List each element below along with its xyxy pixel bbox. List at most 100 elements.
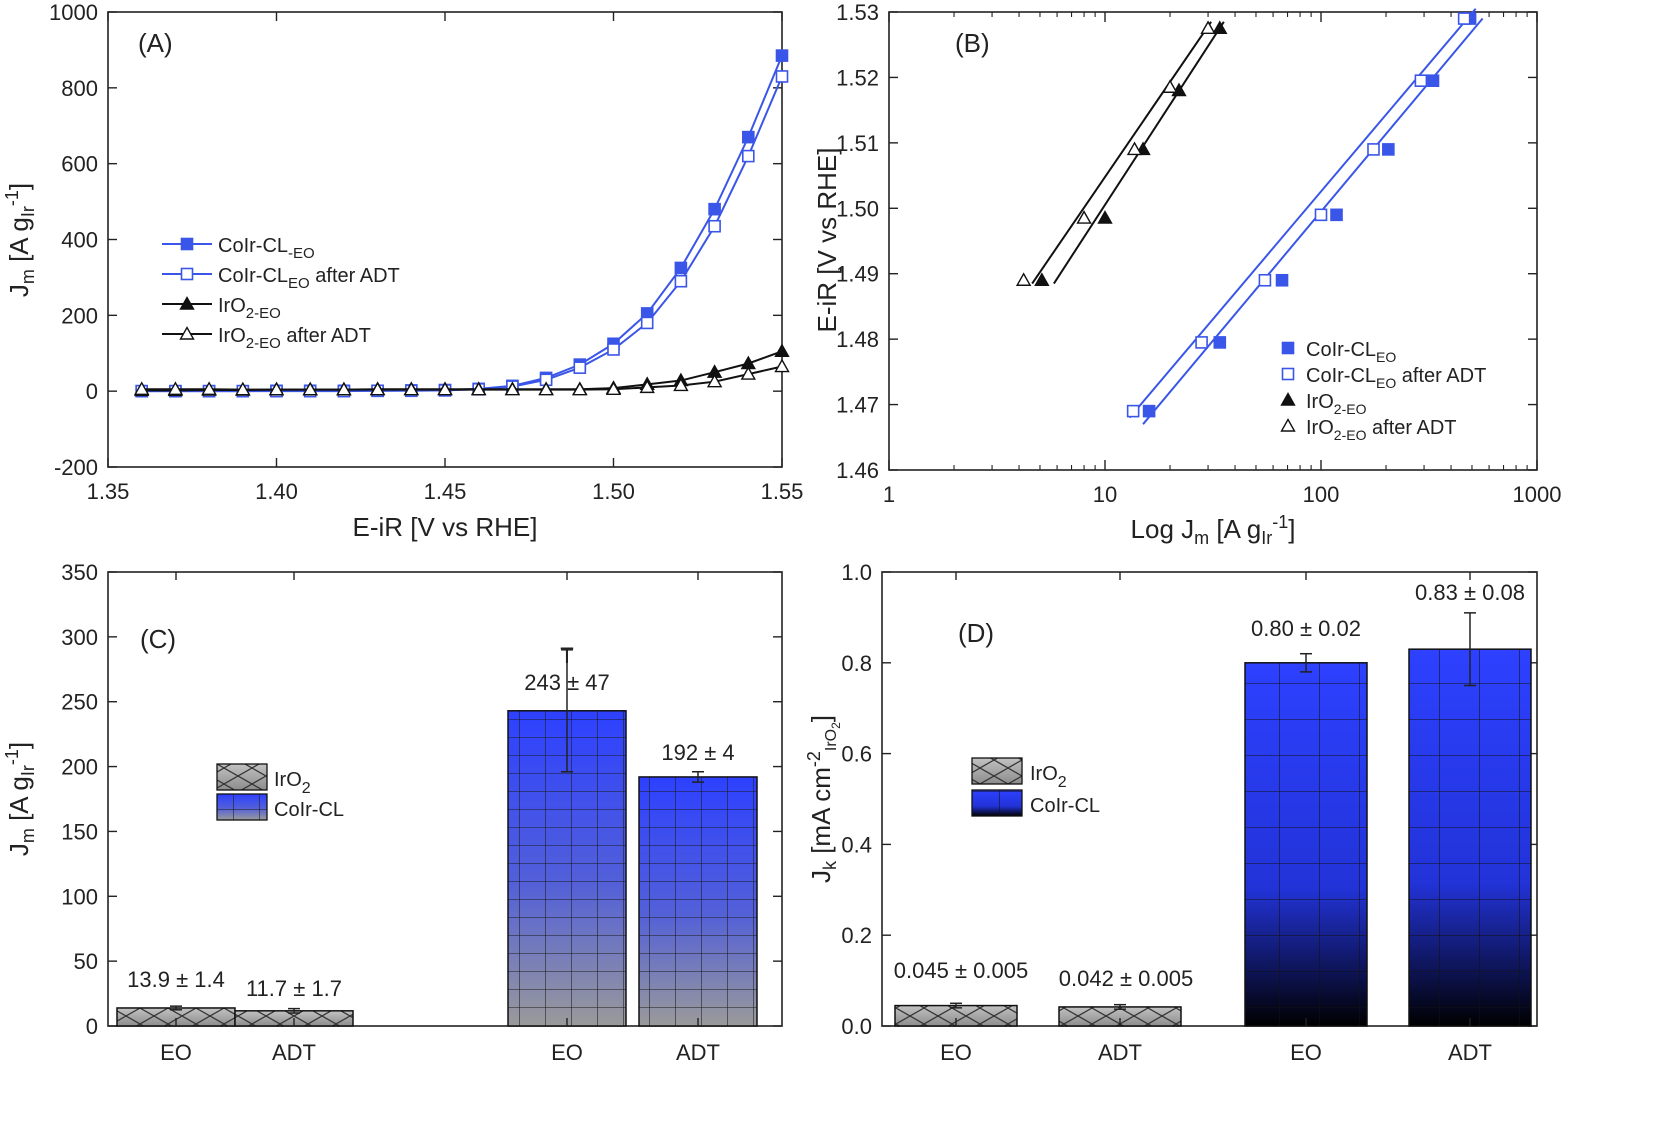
data-point-a-3 bbox=[134, 381, 150, 395]
extra-mark-c: T bbox=[560, 643, 573, 668]
y-tick-label-b: 1.52 bbox=[836, 65, 879, 90]
fit-line-b-3 bbox=[1031, 21, 1212, 285]
legend-entry-a-1: CoIr-CLEO after ADT bbox=[218, 265, 400, 292]
data-point-a-3 bbox=[336, 381, 352, 396]
y-tick-label-b: 1.53 bbox=[836, 0, 879, 25]
legend-marker-b bbox=[1281, 367, 1295, 381]
y-tick-label-a: 400 bbox=[61, 228, 98, 253]
y-axis-label-a: Jm [A gIr-1] bbox=[2, 183, 38, 297]
data-point-a-1 bbox=[741, 149, 755, 163]
y-tick-label-b: 1.46 bbox=[836, 458, 879, 483]
data-point-b-3 bbox=[1126, 141, 1143, 156]
y-tick-label-c: 350 bbox=[61, 560, 98, 585]
x-tick-label-b: 10 bbox=[1093, 482, 1117, 507]
data-point-b-3 bbox=[1015, 272, 1032, 286]
x-tick-label-a: 1.35 bbox=[87, 479, 130, 504]
data-point-a-3 bbox=[706, 373, 723, 388]
fit-line-b-1 bbox=[1128, 8, 1477, 419]
data-point-b-3 bbox=[1162, 79, 1178, 93]
y-tick-label-c: 50 bbox=[74, 949, 98, 974]
legend-entry-b-2: IrO2-EO bbox=[1306, 391, 1367, 417]
data-point-a-3 bbox=[235, 381, 251, 396]
plot-frame-b bbox=[888, 11, 1538, 471]
legend-marker-a bbox=[179, 326, 195, 340]
data-point-a-0 bbox=[775, 49, 789, 62]
y-tick-label-b: 1.48 bbox=[836, 327, 879, 352]
data-point-a-3 bbox=[740, 366, 756, 380]
legend-swatch-outline-c bbox=[216, 793, 268, 821]
data-point-a-3 bbox=[471, 381, 487, 396]
legend-swatch-outline-d bbox=[971, 789, 1023, 817]
data-point-a-3 bbox=[504, 381, 521, 396]
y-tick-label-d: 0.6 bbox=[841, 742, 872, 767]
y-tick-label-a: 0 bbox=[86, 379, 98, 404]
y-axis-label-c: Jm [A gIr-1] bbox=[2, 742, 38, 856]
y-axis-label-d: Jk [mA cm-2IrO2] bbox=[804, 715, 843, 883]
value-label-d-3: 0.83 ± 0.08 bbox=[1415, 580, 1525, 605]
x-tick-label-a: 1.45 bbox=[424, 479, 467, 504]
legend-entry-d-0: IrO2 bbox=[1030, 763, 1067, 791]
data-point-a-3 bbox=[167, 381, 184, 395]
data-point-a-3 bbox=[605, 381, 622, 395]
data-point-a-3 bbox=[268, 381, 285, 396]
plot-frame-c bbox=[107, 571, 783, 1027]
y-tick-label-b: 1.49 bbox=[836, 262, 879, 287]
y-tick-label-a: -200 bbox=[54, 455, 98, 480]
data-point-b-1 bbox=[1367, 143, 1380, 156]
legend-marker-a bbox=[180, 267, 194, 281]
data-point-b-3 bbox=[1076, 210, 1092, 224]
legend-entry-d-1: CoIr-CL bbox=[1030, 795, 1100, 817]
y-tick-label-c: 250 bbox=[61, 690, 98, 715]
x-tick-label-b: 1 bbox=[883, 482, 895, 507]
x-tick-label-d-3: ADT bbox=[1448, 1040, 1492, 1065]
y-tick-label-d: 1.0 bbox=[841, 560, 872, 585]
value-label-d-1: 0.042 ± 0.005 bbox=[1059, 966, 1193, 991]
x-tick-label-a: 1.50 bbox=[592, 479, 635, 504]
legend-marker-b bbox=[1280, 392, 1296, 406]
value-label-c-3: 192 ± 4 bbox=[661, 740, 734, 765]
legend-marker-b bbox=[1280, 418, 1296, 432]
legend-entry-b-1: CoIr-CLEO after ADT bbox=[1306, 365, 1486, 391]
legend-entry-c-1: CoIr-CL bbox=[274, 799, 344, 821]
panel-label-a: (A) bbox=[138, 28, 173, 58]
legend-entry-a-2: IrO2-EO bbox=[218, 295, 281, 322]
data-point-b-1 bbox=[1414, 74, 1428, 87]
legend-swatch-outline-c bbox=[216, 763, 268, 791]
data-point-a-1 bbox=[607, 343, 620, 356]
data-point-a-0 bbox=[674, 261, 688, 275]
data-point-b-1 bbox=[1314, 208, 1328, 222]
legend-swatch-pattern-c bbox=[217, 764, 267, 790]
value-label-d-2: 0.80 ± 0.02 bbox=[1251, 616, 1361, 641]
data-point-a-3 bbox=[201, 381, 217, 395]
x-tick-label-b: 1000 bbox=[1513, 482, 1562, 507]
legend-marker-a bbox=[179, 296, 195, 310]
data-point-b-0 bbox=[1142, 404, 1156, 418]
data-point-b-2 bbox=[1212, 20, 1228, 35]
bar-pattern-d-3 bbox=[1409, 649, 1531, 1026]
panel-c-bar-chart: 0 50 100 150 200 250 300 350 13.9 ± 1.4 EO 11.7 ± … bbox=[2, 560, 783, 1065]
legend-entry-b-0: CoIr-CLEO bbox=[1306, 339, 1396, 365]
panel-label-d: (D) bbox=[958, 618, 994, 648]
x-tick-label-d-2: EO bbox=[1290, 1040, 1322, 1065]
x-tick-label-c-2: EO bbox=[551, 1040, 583, 1065]
data-point-b-1 bbox=[1195, 336, 1208, 349]
x-tick-label-c-3: ADT bbox=[676, 1040, 720, 1065]
y-tick-label-a: 800 bbox=[61, 76, 98, 101]
data-point-a-1 bbox=[708, 219, 721, 233]
data-point-a-1 bbox=[573, 361, 587, 374]
x-tick-label-b: 100 bbox=[1303, 482, 1340, 507]
data-point-b-1 bbox=[1126, 404, 1140, 418]
data-point-a-0 bbox=[708, 202, 721, 216]
data-point-a-2 bbox=[774, 343, 790, 358]
y-tick-label-b: 1.47 bbox=[836, 393, 879, 418]
bar-pattern-d-1 bbox=[1059, 1006, 1181, 1026]
data-point-b-0 bbox=[1275, 273, 1289, 287]
x-tick-label-a: 1.40 bbox=[255, 479, 298, 504]
data-point-a-1 bbox=[674, 274, 688, 288]
y-tick-label-b: 1.51 bbox=[836, 131, 879, 156]
bar-pattern-c-0 bbox=[117, 1007, 235, 1026]
panel-label-c: (C) bbox=[140, 624, 176, 654]
data-point-b-0 bbox=[1330, 208, 1343, 222]
y-tick-label-c: 200 bbox=[61, 755, 98, 780]
